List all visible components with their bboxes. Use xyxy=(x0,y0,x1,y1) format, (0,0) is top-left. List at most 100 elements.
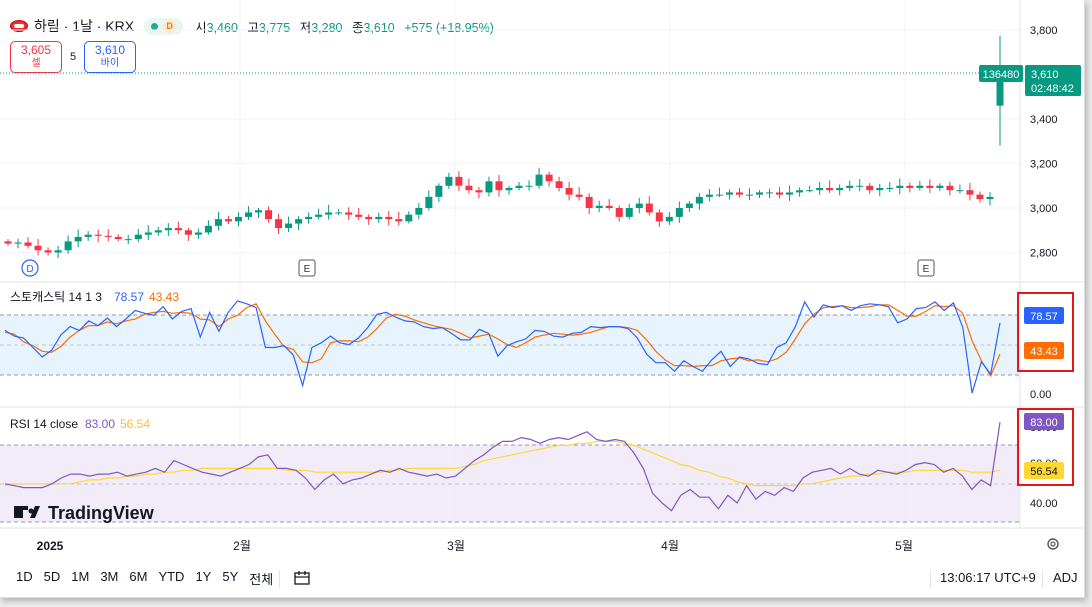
change-value: +575 (+18.95%) xyxy=(404,20,494,35)
stoch-axis-zero: 0.00 xyxy=(1030,389,1051,401)
date-range-calendar-icon[interactable] xyxy=(293,570,311,586)
close-value: 3,610 xyxy=(363,20,395,35)
toolbar-divider xyxy=(1042,570,1043,588)
spread-value: 5 xyxy=(69,51,77,63)
rsi-tag: 83.00 xyxy=(1030,417,1058,429)
candle-body xyxy=(756,192,764,195)
candle-body xyxy=(615,208,623,217)
candle-body xyxy=(866,185,874,191)
candle-body xyxy=(124,239,132,241)
time-axis: 2025 2월 3월 4월 5월 xyxy=(37,539,913,553)
timeframe-1D[interactable]: 1D xyxy=(16,568,33,584)
candle-body xyxy=(315,214,323,217)
candle-body xyxy=(595,205,603,208)
stoch-k-legend: 78.57 xyxy=(114,290,144,304)
price-axis-tick: 2,800 xyxy=(1030,248,1058,260)
settings-gear-icon[interactable] xyxy=(1046,537,1060,551)
timeframe-5D[interactable]: 5D xyxy=(43,568,61,584)
candle-body xyxy=(886,187,894,189)
timeframe-3M[interactable]: 3M xyxy=(100,568,119,584)
candle-body xyxy=(836,187,844,191)
timeframe-1Y[interactable]: 1Y xyxy=(195,568,212,584)
candle-body xyxy=(244,212,252,217)
candle-body xyxy=(54,250,62,253)
candle-body xyxy=(916,185,924,188)
tradingview-watermark[interactable]: TradingView xyxy=(14,503,155,523)
stoch-k-tag: 78.57 xyxy=(1030,311,1058,323)
last-price-tag-bg xyxy=(1025,65,1081,96)
adjust-toggle[interactable]: ADJ xyxy=(1053,570,1078,585)
event-markers: D E E xyxy=(21,259,935,277)
candle-body xyxy=(645,203,653,213)
timeframe-전체[interactable]: 전체 xyxy=(249,571,274,587)
timeframe-YTD[interactable]: YTD xyxy=(158,568,185,584)
timeframe-1M[interactable]: 1M xyxy=(71,568,90,584)
candle-body xyxy=(725,192,733,195)
low-value: 3,280 xyxy=(311,20,343,35)
candle-body xyxy=(786,192,794,195)
candle-body xyxy=(705,194,713,197)
earnings-marker[interactable] xyxy=(917,259,935,277)
candle-body xyxy=(956,190,964,192)
candle-body xyxy=(555,181,563,188)
candle-body xyxy=(234,216,242,222)
market-open-dot-icon xyxy=(151,22,159,30)
price-axis-tick: 3,200 xyxy=(1030,159,1058,171)
stoch-label[interactable]: 스토캐스틱 14 1 3 xyxy=(10,290,102,304)
candle-body xyxy=(826,187,834,191)
candle-body xyxy=(144,232,152,235)
candle-body xyxy=(936,185,944,188)
buy-button[interactable]: 3,610 바이 xyxy=(84,41,136,73)
delayed-badge: D xyxy=(163,19,177,33)
candle-body xyxy=(675,208,683,217)
candle-body xyxy=(796,190,804,193)
price-axis-tick: 3,800 xyxy=(1030,25,1058,37)
clock-timezone[interactable]: 13:06:17 UTC+9 xyxy=(940,570,1036,585)
rsi-band xyxy=(0,445,1020,522)
candle-body xyxy=(355,214,363,217)
rsi-ma-legend: 56.54 xyxy=(120,417,150,431)
candle-body xyxy=(926,185,934,188)
candle-body xyxy=(74,236,82,242)
candle-body xyxy=(766,192,774,194)
candle-body xyxy=(295,219,303,224)
last-price-tag: 3,610 xyxy=(1031,69,1059,81)
timeframe-6M[interactable]: 6M xyxy=(129,568,148,584)
candle-body xyxy=(84,234,92,237)
candle-body xyxy=(856,185,864,187)
earnings-marker[interactable] xyxy=(298,259,316,277)
candle-body xyxy=(14,242,22,244)
dividend-marker-label: D xyxy=(26,264,33,275)
tv-logo-icon xyxy=(14,506,23,518)
candle-body xyxy=(876,187,884,191)
candle-body xyxy=(996,72,1004,106)
time-axis-label: 2월 xyxy=(233,539,251,553)
timeframe-5Y[interactable]: 5Y xyxy=(222,568,239,584)
candle-body xyxy=(495,181,503,191)
candle-body xyxy=(655,212,663,222)
stoch-k-tag-bg xyxy=(1024,307,1064,324)
candle-body xyxy=(535,174,543,186)
candle-body xyxy=(575,194,583,197)
time-axis-label: 4월 xyxy=(661,539,679,553)
trade-buttons: 3,605 셀 5 3,610 바이 xyxy=(10,41,136,73)
candle-body xyxy=(806,190,814,192)
candle-body xyxy=(265,210,273,220)
rsi-label[interactable]: RSI 14 close xyxy=(10,417,78,431)
bottom-toolbar: 1D 5D 1M 3M 6M YTD 1Y 5Y 전체 13:06:17 UTC+9 ADJ xyxy=(0,566,1084,590)
dividend-marker[interactable] xyxy=(21,259,39,277)
candle-body xyxy=(445,176,453,186)
rsi-line xyxy=(4,422,1001,512)
candle-body xyxy=(154,230,162,233)
time-axis-label: 5월 xyxy=(895,539,913,553)
time-axis-label: 3월 xyxy=(447,539,465,553)
candle-body xyxy=(345,212,353,215)
candle-body xyxy=(846,185,854,188)
rsi-ma-tag: 56.54 xyxy=(1030,466,1058,478)
candle-body xyxy=(695,196,703,204)
candle-body xyxy=(896,185,904,188)
volume-tag-bg xyxy=(979,65,1023,82)
candle-body xyxy=(635,203,643,208)
candle-body xyxy=(515,185,523,188)
